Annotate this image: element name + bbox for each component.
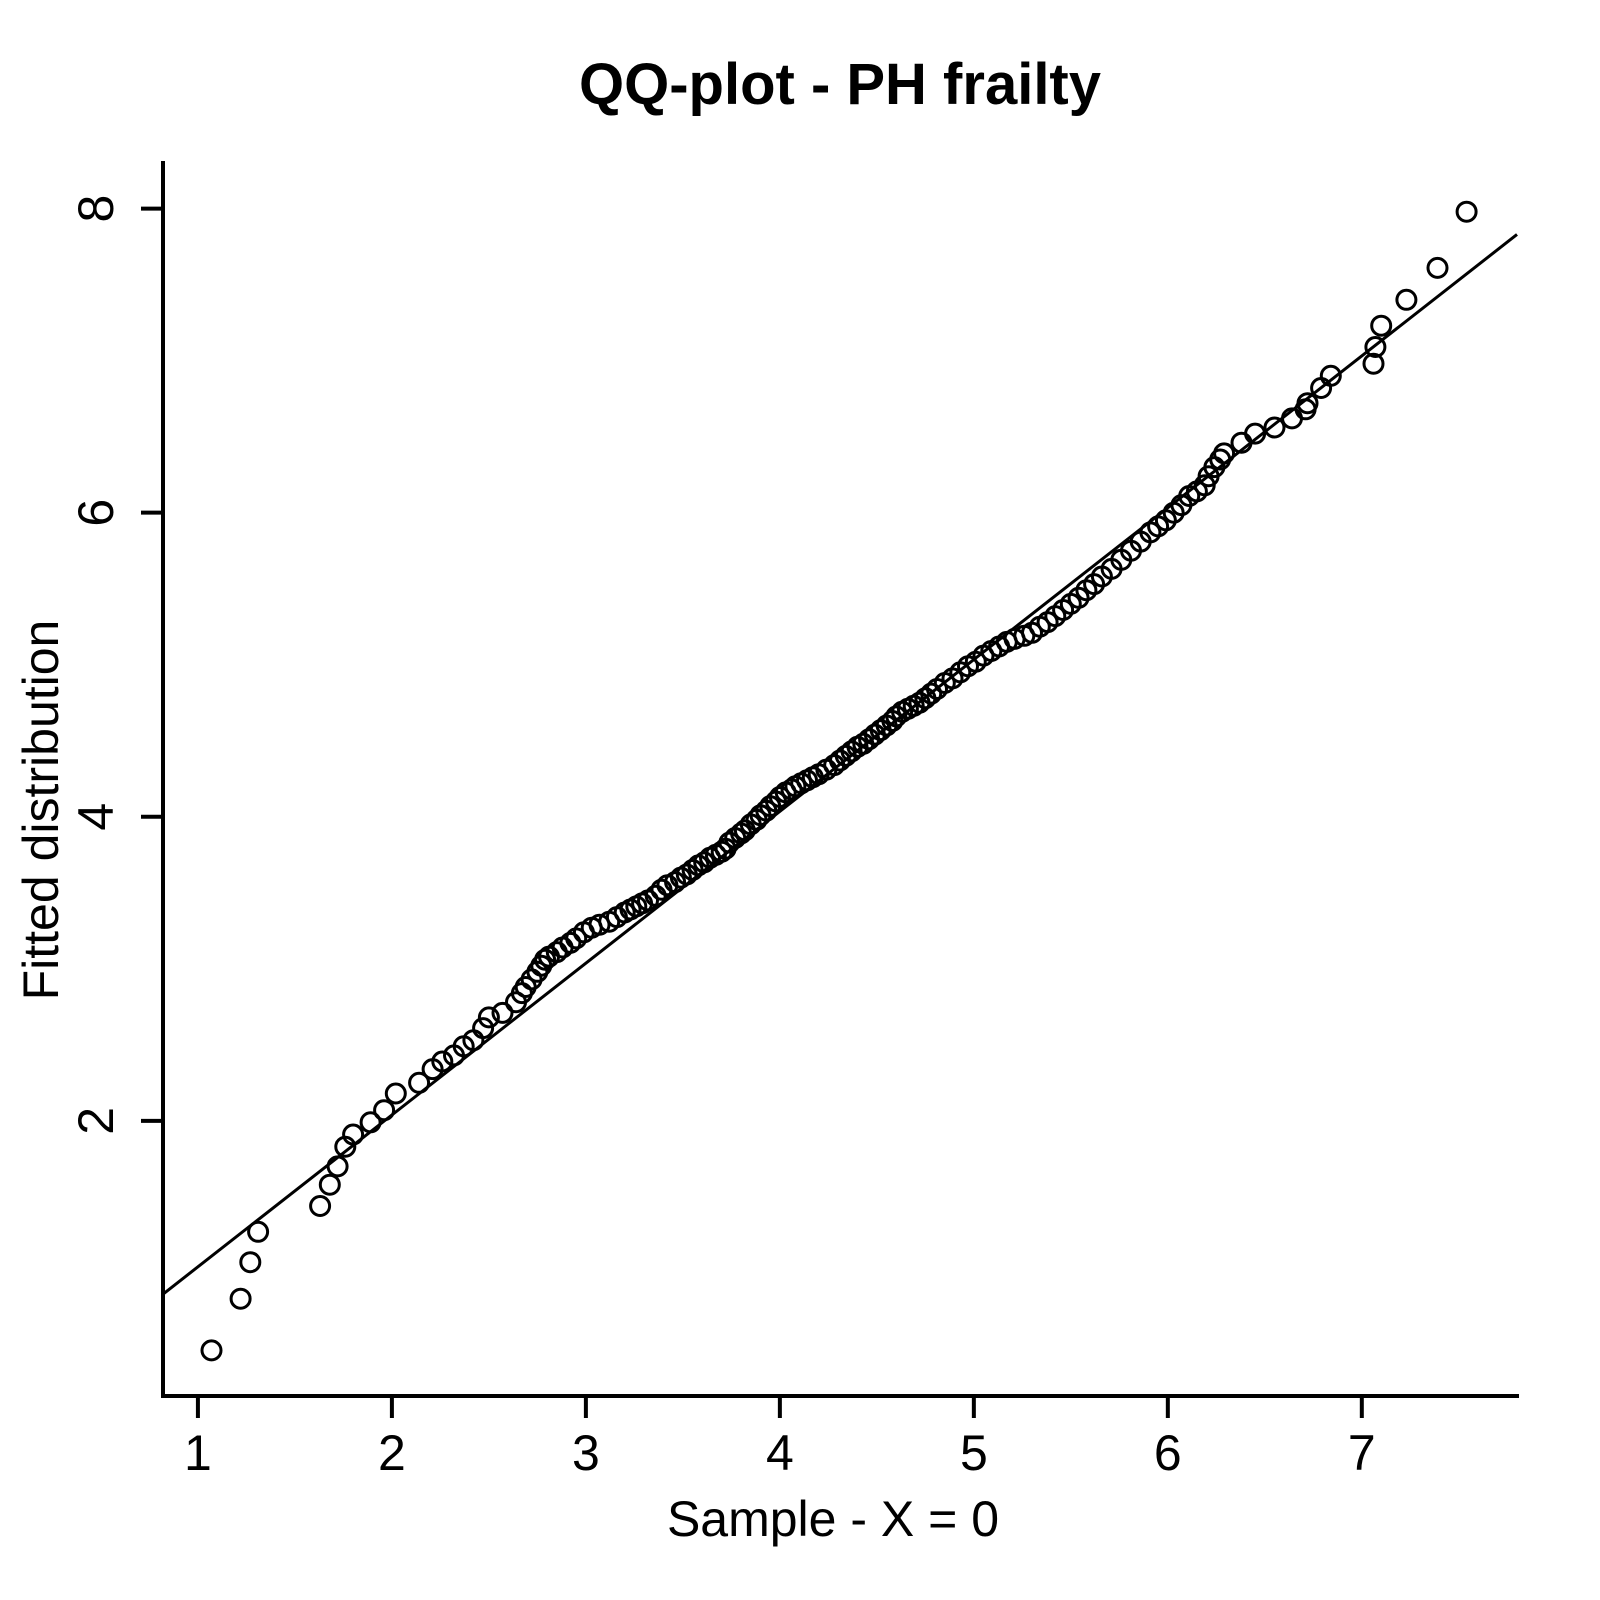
- data-point: [472, 1017, 495, 1040]
- y-tick-label: 8: [68, 195, 124, 223]
- data-point: [693, 851, 716, 874]
- data-point: [1426, 256, 1449, 279]
- data-point: [200, 1339, 223, 1362]
- data-point: [559, 931, 582, 954]
- data-point: [1362, 352, 1385, 375]
- data-point: [1395, 288, 1418, 311]
- x-tick-label: 4: [766, 1425, 794, 1481]
- x-tick-label: 6: [1154, 1425, 1182, 1481]
- data-point: [1364, 336, 1387, 358]
- data-point: [664, 871, 687, 894]
- y-tick-label: 6: [68, 499, 124, 527]
- x-tick-label: 2: [378, 1425, 406, 1481]
- chart-title: QQ-plot - PH frailty: [579, 52, 1101, 117]
- data-point: [920, 682, 943, 705]
- y-axis-label: Fitted distribution: [13, 620, 69, 1001]
- data-point: [384, 1082, 407, 1105]
- data-point: [247, 1220, 270, 1243]
- data-point: [885, 705, 908, 728]
- data-point: [309, 1195, 332, 1217]
- x-axis-label: Sample - X = 0: [667, 1491, 999, 1547]
- data-point: [840, 740, 863, 763]
- data-point: [326, 1155, 349, 1178]
- data-point: [318, 1173, 341, 1196]
- data-point: [1213, 442, 1236, 465]
- data-point: [1296, 392, 1319, 415]
- data-point: [1455, 200, 1478, 223]
- x-tick-label: 5: [960, 1425, 988, 1481]
- x-tick-label: 3: [572, 1425, 600, 1481]
- data-point: [373, 1099, 396, 1122]
- data-points: [200, 200, 1478, 1362]
- data-point: [239, 1251, 262, 1274]
- y-tick-label: 2: [68, 1107, 124, 1135]
- data-point: [1162, 501, 1185, 524]
- y-tick-label: 4: [68, 803, 124, 831]
- data-point: [1263, 416, 1286, 439]
- data-point: [431, 1050, 454, 1073]
- data-point: [1244, 422, 1267, 445]
- data-point: [491, 1001, 514, 1024]
- data-point: [229, 1287, 252, 1310]
- data-point: [1370, 314, 1393, 337]
- x-tick-label: 7: [1348, 1425, 1376, 1481]
- axes: 1 2 3 4 5 6 7 2 4 6 8: [68, 161, 1519, 1481]
- data-point: [768, 786, 791, 808]
- data-point: [681, 859, 704, 881]
- data-point: [359, 1111, 382, 1134]
- data-point: [408, 1071, 431, 1094]
- data-point: [1319, 364, 1342, 387]
- data-point: [342, 1123, 365, 1146]
- data-point: [534, 948, 557, 971]
- x-tick-label: 1: [184, 1425, 212, 1481]
- data-point: [477, 1006, 500, 1029]
